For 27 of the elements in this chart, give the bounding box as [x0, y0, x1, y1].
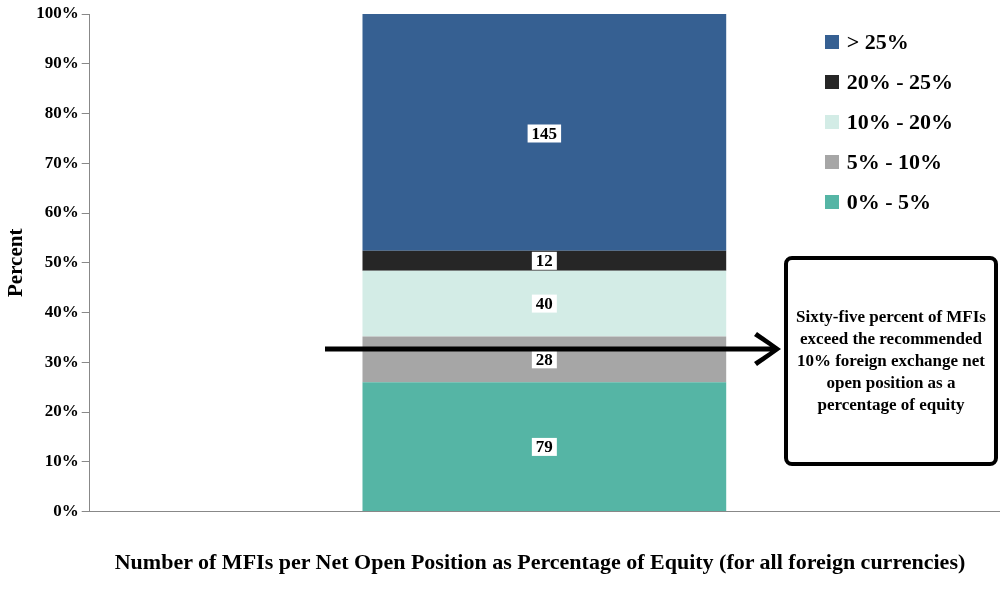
legend-label: > 25% [846, 29, 909, 55]
legend-label: 0% - 5% [846, 189, 931, 215]
y-tick-label: 10% [44, 451, 79, 471]
y-tick-label: 50% [44, 252, 79, 272]
bar [362, 250, 727, 271]
legend-label: 20% - 25% [846, 69, 953, 95]
y-tick-label: 0% [53, 500, 79, 520]
bar [362, 14, 727, 251]
legend-label: 5% - 10% [846, 149, 942, 175]
y-tick-label: 80% [44, 102, 79, 122]
y-axis-title: Percent [3, 228, 28, 297]
annotation: 145 [531, 123, 558, 143]
text: Sixty-five percent of MFIs exceed the recommended 10% foreign exchange net open position as a percentage of equity [784, 256, 998, 466]
bar [362, 382, 727, 512]
legend-label: 10% - 20% [846, 109, 953, 135]
x-axis-title: Number of MFIs per Net Open Position as Percentage of Equity (for all foreign currencies) [113, 548, 967, 576]
y-tick-label: 40% [44, 301, 79, 321]
annotation: 40 [535, 293, 553, 313]
y-tick-label: 90% [44, 53, 79, 73]
annotation: 79 [535, 437, 553, 457]
annotation: 12 [535, 251, 553, 271]
y-tick-label: 30% [44, 351, 79, 371]
y-tick-label: 20% [44, 401, 79, 421]
y-tick-label: 100% [36, 3, 79, 23]
y-tick-label: 60% [44, 202, 79, 222]
y-tick-label: 70% [44, 152, 79, 172]
annotation: 28 [535, 349, 553, 369]
